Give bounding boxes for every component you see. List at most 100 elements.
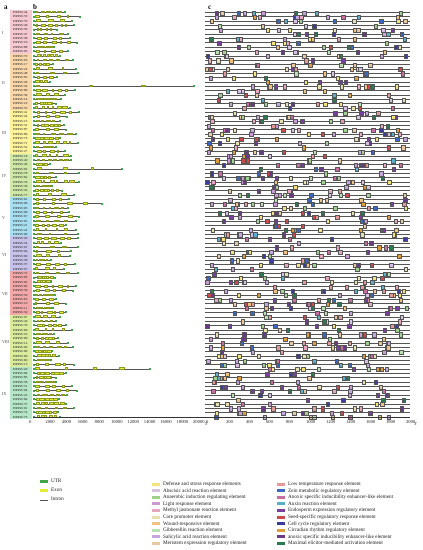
cis-element-mark [287, 45, 292, 51]
promoter-line [205, 277, 410, 278]
axis-c-tick-label: 0 [206, 419, 209, 424]
utr-block [69, 250, 72, 253]
intron-line [33, 264, 76, 265]
cis-element-mark [311, 201, 316, 208]
gene-structure-row [33, 167, 123, 171]
exon-block [47, 189, 50, 192]
cis-element-mark [239, 136, 244, 142]
exon-block [67, 215, 74, 218]
utr-block [33, 333, 35, 336]
gene-structure-row [33, 228, 78, 232]
exon-block [55, 180, 59, 184]
cis-element-mark [279, 384, 285, 390]
cis-element-mark [336, 36, 341, 42]
promoter-line [205, 90, 410, 91]
cis-element-mark [322, 88, 328, 94]
gene-structure-row [33, 406, 76, 410]
exon-block [35, 176, 41, 179]
cis-element-mark [366, 193, 371, 199]
gene-structure-row [33, 197, 71, 201]
group-label: II [2, 79, 5, 85]
cis-element-mark [314, 323, 320, 329]
gene-structure-row [33, 315, 62, 319]
cis-element-mark [228, 297, 234, 303]
promoter-line [205, 381, 410, 383]
cis-element-mark [345, 284, 350, 290]
utr-block [33, 45, 35, 48]
exon-block [66, 284, 70, 288]
cis-element-mark [381, 388, 387, 395]
cis-element-mark [320, 132, 325, 138]
promoter-row [205, 32, 415, 38]
cis-element-mark [370, 149, 376, 155]
utr-block [33, 367, 35, 370]
promoter-row [205, 415, 415, 421]
cis-element-mark [236, 293, 242, 299]
promoter-line [205, 294, 410, 296]
utr-block [33, 15, 35, 18]
legend-swatch [277, 515, 285, 519]
cis-element-mark [339, 62, 344, 68]
promoter-row [205, 58, 415, 64]
cis-element-mark [289, 193, 294, 199]
utr-block [67, 50, 70, 53]
cis-element-mark [362, 223, 368, 229]
gene-name: PtPP2C65 [13, 75, 28, 80]
gene-name: PtPP2C18 [13, 153, 28, 158]
cis-element-mark [335, 75, 341, 81]
cis-element-mark [258, 214, 264, 221]
utr-block [33, 111, 35, 114]
cis-element-mark [335, 214, 340, 221]
exon-block [52, 328, 55, 332]
exon-block [54, 54, 58, 57]
exon-block [45, 332, 49, 336]
promoter-line [205, 338, 410, 339]
exon-block [54, 23, 58, 27]
exon-block [62, 328, 66, 332]
cis-element-mark [401, 397, 406, 403]
cis-element-mark [300, 119, 305, 125]
exon-block [63, 263, 68, 266]
group-label: V [2, 214, 5, 220]
cis-element-mark [296, 384, 302, 390]
cis-element-mark [338, 249, 343, 255]
exon-block [43, 54, 47, 57]
cis-element-mark [265, 280, 270, 286]
utr-block [33, 411, 35, 414]
cis-element-mark [220, 10, 225, 16]
cis-element-mark [265, 219, 270, 225]
exon-block [66, 132, 73, 136]
exon-block [66, 41, 71, 44]
gene-structure-row [33, 136, 62, 140]
cis-element-mark [308, 415, 313, 421]
cis-element-mark [206, 123, 211, 129]
exon-block [42, 62, 46, 66]
exon-block [35, 376, 38, 379]
cis-element-mark [229, 258, 235, 264]
utr-block [33, 159, 35, 162]
gene-structure-row [33, 127, 68, 131]
utr-block [33, 241, 35, 244]
exon-block [38, 276, 42, 279]
cis-element-mark [341, 397, 346, 403]
exon-block [48, 158, 52, 162]
cis-element-mark [352, 406, 357, 412]
utr-block [33, 246, 35, 249]
panel-label-a: a [4, 3, 8, 11]
exon-block [35, 15, 40, 18]
cis-element-mark [284, 271, 289, 277]
axis-b-tick-label: 18000 [176, 419, 189, 424]
cis-element-mark [217, 141, 223, 147]
gene-name: PtPP2C43 [13, 318, 28, 323]
legend-swatch [277, 495, 285, 499]
cis-element-mark [302, 180, 308, 186]
cis-element-mark [386, 345, 391, 351]
exon-block [36, 341, 43, 345]
promoter-line [205, 360, 410, 361]
gene-structure-row [33, 236, 79, 240]
exon-block [45, 215, 51, 218]
cis-element-mark [288, 175, 294, 181]
exon-block [35, 80, 40, 84]
exon-block [63, 180, 69, 184]
utr-block [50, 259, 52, 262]
